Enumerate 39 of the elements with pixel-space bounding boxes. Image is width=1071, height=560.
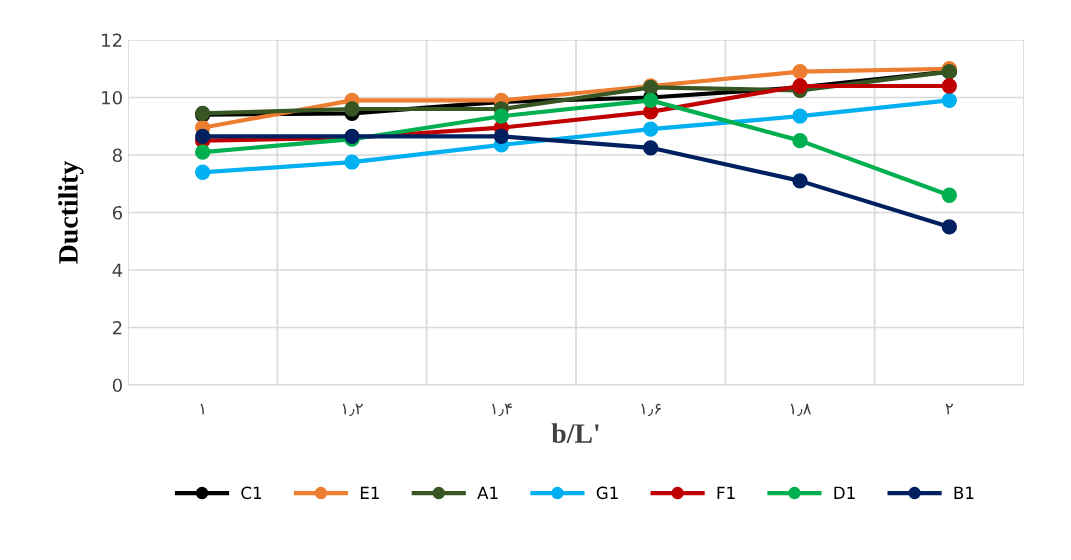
point — [195, 164, 211, 180]
legend-label: A1 — [477, 486, 498, 499]
point — [344, 154, 360, 170]
legend-label: B1 — [954, 486, 974, 499]
point — [941, 92, 957, 109]
legend-label: C1 — [241, 486, 262, 500]
y-tick-label: 8 — [112, 148, 122, 163]
x-tick-label: ۱ — [200, 403, 204, 415]
legend-label: D1 — [834, 486, 855, 499]
point — [643, 121, 659, 137]
point — [493, 128, 509, 144]
point — [792, 132, 808, 149]
x-tick-label: ۱٫۲ — [342, 403, 363, 417]
point — [941, 187, 957, 203]
point — [941, 219, 957, 235]
point — [493, 108, 509, 124]
y-axis-title: Ductility — [58, 161, 84, 264]
legend-label: E1 — [360, 486, 379, 499]
y-tick-label: 12 — [102, 33, 122, 47]
x-tick-label: ۱٫۶ — [641, 403, 661, 417]
x-tick-label: ۱٫۴ — [491, 403, 512, 417]
point — [792, 108, 808, 124]
y-tick-label: 2 — [112, 320, 122, 335]
point — [195, 128, 211, 144]
y-tick-label: 0 — [112, 378, 122, 393]
x-axis-title: b/L' — [551, 423, 599, 443]
point — [643, 140, 659, 156]
x-tick-label: ۲ — [945, 403, 954, 415]
y-tick-label: 10 — [102, 90, 122, 105]
x-tick-label: ۱٫۸ — [790, 403, 812, 417]
legend-label: G1 — [596, 486, 618, 500]
y-tick-label: 4 — [112, 263, 123, 277]
legend-label: F1 — [717, 486, 735, 499]
point — [344, 101, 360, 117]
point — [792, 173, 808, 189]
point — [792, 63, 808, 80]
point — [195, 144, 211, 160]
point — [941, 78, 957, 94]
y-tick-label: 6 — [112, 205, 122, 220]
